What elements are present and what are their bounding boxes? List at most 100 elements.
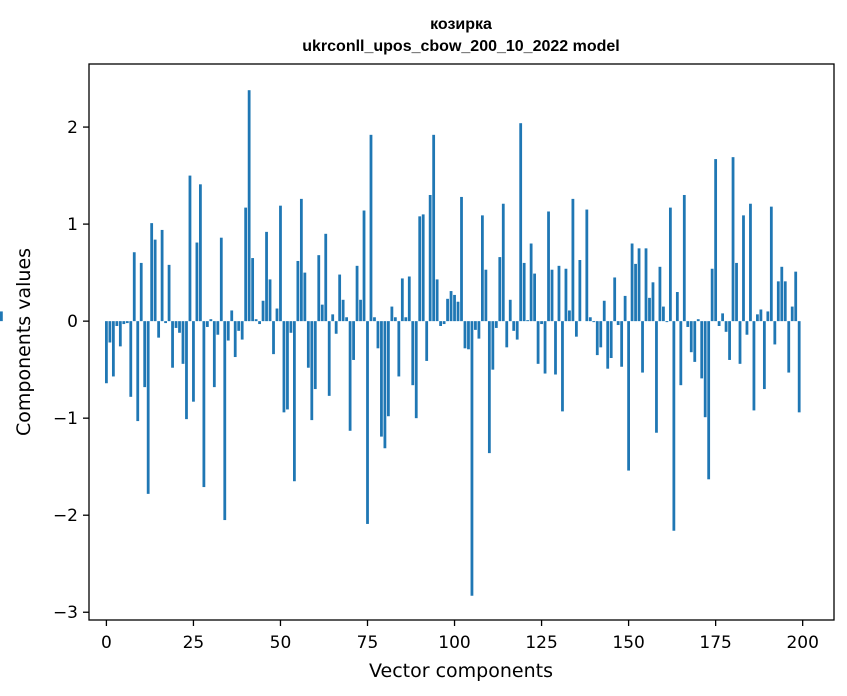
x-tick-label: 125 [525, 633, 557, 653]
x-tick-label: 50 [270, 633, 292, 653]
bar-component-9 [136, 321, 140, 422]
bar-component-118 [515, 321, 519, 340]
bar-component-61 [317, 255, 321, 322]
bar-component-51 [282, 321, 286, 413]
bar-component-52 [286, 321, 289, 410]
bar-component-43 [254, 319, 258, 322]
bar-component-195 [783, 281, 787, 322]
bar-component-116 [508, 299, 512, 322]
x-tick-label: 200 [786, 633, 818, 653]
bar-component-62 [320, 304, 324, 322]
bar-component-127 [547, 211, 550, 322]
x-tick-label: 100 [438, 633, 470, 653]
bar-component-169 [693, 321, 697, 362]
bar-component-112 [494, 321, 498, 328]
x-axis-ticks: 0 25 50 75 100 125 150 175 200 [101, 620, 819, 653]
bar-component-7 [129, 321, 133, 397]
bar-component-45 [261, 300, 265, 322]
bar-component-25 [192, 321, 195, 402]
bar-component-193 [776, 281, 780, 322]
bar-component-151 [630, 243, 634, 322]
bar-component-119 [519, 123, 523, 322]
bar-component-40 [244, 207, 248, 322]
bar-component-93 [428, 194, 432, 322]
bar-component-163 [672, 321, 676, 531]
bar-component-173 [707, 321, 711, 480]
bar-component-36 [230, 310, 234, 322]
bar-component-113 [498, 257, 502, 322]
bar-component-160 [662, 306, 665, 322]
bar-component-145 [609, 321, 613, 359]
bar-component-184 [745, 321, 749, 335]
bar-component-114 [501, 203, 505, 322]
bar-component-88 [411, 321, 415, 386]
bar-component-196 [787, 321, 791, 373]
x-axis-label: Vector components [369, 660, 553, 682]
bar-component-19 [171, 321, 174, 368]
bar-component-181 [735, 262, 738, 322]
bar-component-197 [790, 306, 794, 322]
bar-component-34 [223, 321, 227, 521]
bar-component-20 [174, 321, 178, 328]
bar-component-155 [644, 248, 648, 322]
chart-subtitle: ukrconll_upos_cbow_200_10_2022 model [302, 38, 619, 55]
bar-component-101 [456, 301, 460, 322]
bar-component-158 [655, 321, 658, 433]
bar-component-11 [143, 321, 147, 388]
bar-component-138 [585, 209, 589, 322]
bar-component-87 [407, 276, 411, 322]
bar-component-192 [773, 321, 777, 345]
bar-component-123 [533, 273, 536, 322]
bar-component-33 [219, 237, 223, 322]
bar-component-1 [108, 321, 112, 343]
bar-component-150 [627, 321, 630, 471]
bar-component-162 [668, 207, 672, 322]
bar-component-125 [540, 321, 543, 325]
bar-component-63 [324, 233, 328, 322]
y-axis-ticks: −3 −2 −1 0 1 2 [53, 118, 89, 623]
bar-component-190 [766, 311, 770, 322]
bar-component-22 [181, 321, 185, 364]
bar-component-76 [369, 134, 373, 322]
bar-component-58 [306, 321, 310, 368]
bar-component-161 [665, 321, 669, 323]
bar-component-133 [568, 310, 571, 322]
bar-component-72 [355, 265, 359, 322]
bar-component-31 [212, 321, 216, 388]
bar-component-139 [588, 317, 592, 322]
bar-component-178 [724, 321, 728, 332]
bar-component-12 [146, 321, 150, 494]
bar-component-166 [682, 194, 686, 322]
bar-component-172 [703, 321, 707, 418]
bar-component-5 [122, 321, 126, 325]
bar-component-41 [247, 90, 251, 322]
bar-component-14 [153, 239, 157, 322]
bar-component-24 [188, 175, 192, 322]
bar-component-29 [205, 321, 209, 327]
bar-component-90 [418, 216, 422, 322]
bar-component-57 [303, 272, 307, 322]
bar-component-0 [105, 321, 108, 384]
bar-component-97 [442, 321, 446, 325]
bar-component-23 [185, 321, 188, 420]
bar-component-171 [700, 321, 704, 379]
bar-component-156 [648, 297, 651, 322]
bar-component-194 [780, 266, 784, 322]
bar-component-174 [710, 268, 714, 322]
bar-component-122 [529, 243, 533, 322]
bar-component-179 [728, 321, 731, 360]
bar-component-21 [178, 321, 181, 333]
x-tick-label: 25 [183, 633, 205, 653]
bar-component-3 [115, 321, 119, 326]
bar-component-168 [689, 321, 693, 353]
bar-component-89 [414, 321, 418, 419]
bar-component-136 [578, 260, 582, 322]
bar-component-109 [484, 269, 488, 322]
bar-component-126 [543, 321, 547, 374]
bar-component-55 [296, 260, 300, 322]
bar-component-37 [233, 321, 237, 358]
bar-component-96 [439, 321, 443, 326]
bar-component-115 [505, 321, 509, 348]
